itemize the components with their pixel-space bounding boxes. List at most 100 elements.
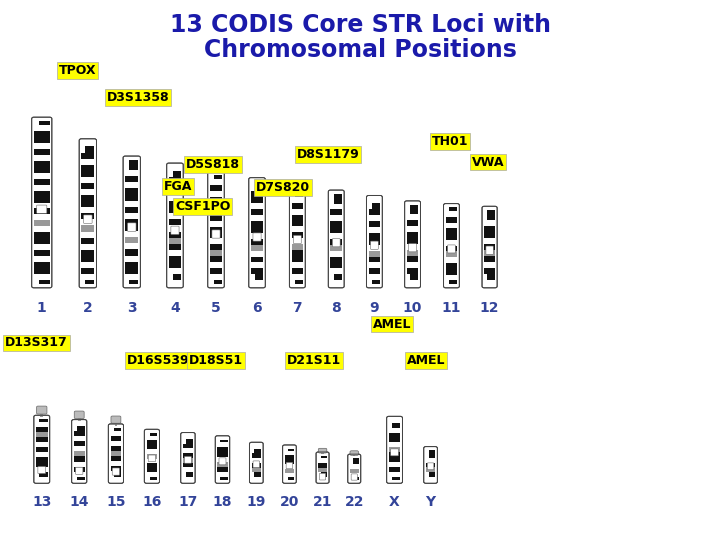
Bar	[389, 467, 400, 472]
Bar	[40, 413, 43, 417]
Bar	[372, 203, 380, 209]
Bar	[217, 452, 228, 457]
Bar	[485, 226, 495, 232]
Bar	[210, 268, 222, 274]
Bar	[350, 469, 359, 473]
Bar	[81, 152, 94, 159]
Bar	[74, 456, 85, 462]
Bar	[183, 444, 193, 448]
Bar	[254, 449, 261, 454]
Bar	[407, 256, 418, 262]
Bar	[210, 185, 222, 191]
Text: D3S1358: D3S1358	[107, 91, 169, 104]
Bar	[485, 232, 495, 238]
FancyBboxPatch shape	[423, 447, 438, 483]
Bar	[34, 268, 50, 274]
FancyBboxPatch shape	[32, 117, 52, 288]
FancyBboxPatch shape	[215, 436, 230, 483]
Bar	[251, 197, 264, 203]
Bar	[292, 245, 303, 251]
FancyBboxPatch shape	[181, 433, 195, 483]
FancyBboxPatch shape	[333, 239, 340, 247]
Bar	[446, 228, 457, 234]
Bar	[114, 471, 121, 477]
Bar	[168, 219, 181, 226]
Text: Chromosomal Positions: Chromosomal Positions	[204, 38, 516, 62]
Bar	[40, 419, 48, 422]
Bar	[251, 191, 264, 197]
Bar	[252, 454, 261, 458]
Bar	[321, 472, 327, 477]
Bar	[81, 183, 94, 189]
Bar	[389, 437, 400, 442]
Bar	[392, 477, 400, 480]
Text: 17: 17	[179, 495, 197, 509]
FancyBboxPatch shape	[366, 195, 382, 288]
FancyBboxPatch shape	[348, 454, 361, 483]
Text: FGA: FGA	[164, 180, 192, 193]
Bar	[34, 137, 50, 143]
Text: AMEL: AMEL	[407, 354, 445, 367]
Bar	[254, 472, 261, 477]
Bar	[168, 232, 181, 238]
Bar	[39, 121, 50, 125]
FancyBboxPatch shape	[482, 206, 498, 288]
Bar	[485, 268, 495, 274]
FancyBboxPatch shape	[249, 178, 265, 288]
Bar	[292, 268, 303, 274]
FancyBboxPatch shape	[294, 235, 301, 244]
Bar	[34, 167, 50, 173]
Bar	[125, 268, 138, 274]
Bar	[287, 477, 294, 480]
Bar	[210, 214, 222, 220]
Bar	[407, 220, 418, 226]
Bar	[295, 191, 303, 197]
Bar	[74, 441, 85, 447]
Bar	[217, 467, 228, 472]
Bar	[147, 463, 157, 468]
Text: D21S11: D21S11	[287, 354, 341, 367]
Bar	[330, 256, 342, 262]
Bar	[150, 433, 157, 436]
Bar	[389, 457, 400, 462]
Bar	[407, 251, 418, 256]
Bar	[36, 437, 48, 442]
FancyBboxPatch shape	[351, 474, 357, 480]
Bar	[217, 462, 228, 467]
FancyBboxPatch shape	[444, 204, 459, 288]
Bar	[81, 268, 94, 274]
FancyBboxPatch shape	[219, 458, 226, 465]
Bar	[426, 463, 435, 467]
FancyBboxPatch shape	[448, 245, 455, 253]
Bar	[34, 251, 50, 256]
Bar	[111, 446, 121, 451]
Bar	[251, 221, 264, 227]
Bar	[147, 454, 157, 458]
Bar	[330, 221, 342, 227]
FancyBboxPatch shape	[286, 462, 293, 469]
Text: 15: 15	[106, 495, 126, 509]
Bar	[111, 467, 121, 471]
Bar	[85, 280, 94, 284]
Bar	[81, 195, 94, 201]
Bar	[210, 233, 222, 239]
Bar	[36, 462, 48, 467]
Bar	[292, 220, 303, 226]
Bar	[295, 187, 303, 191]
Bar	[81, 249, 94, 256]
Bar	[81, 213, 94, 219]
Bar	[34, 220, 50, 226]
FancyBboxPatch shape	[350, 451, 359, 455]
Bar	[285, 469, 294, 473]
Text: 2: 2	[83, 301, 93, 315]
Bar	[292, 202, 303, 208]
Bar	[168, 244, 181, 249]
Bar	[34, 208, 50, 214]
Bar	[214, 175, 222, 179]
Bar	[111, 436, 121, 441]
Bar	[334, 194, 342, 198]
Bar	[446, 234, 457, 240]
Bar	[318, 463, 327, 468]
Bar	[168, 207, 181, 213]
Bar	[389, 453, 400, 457]
